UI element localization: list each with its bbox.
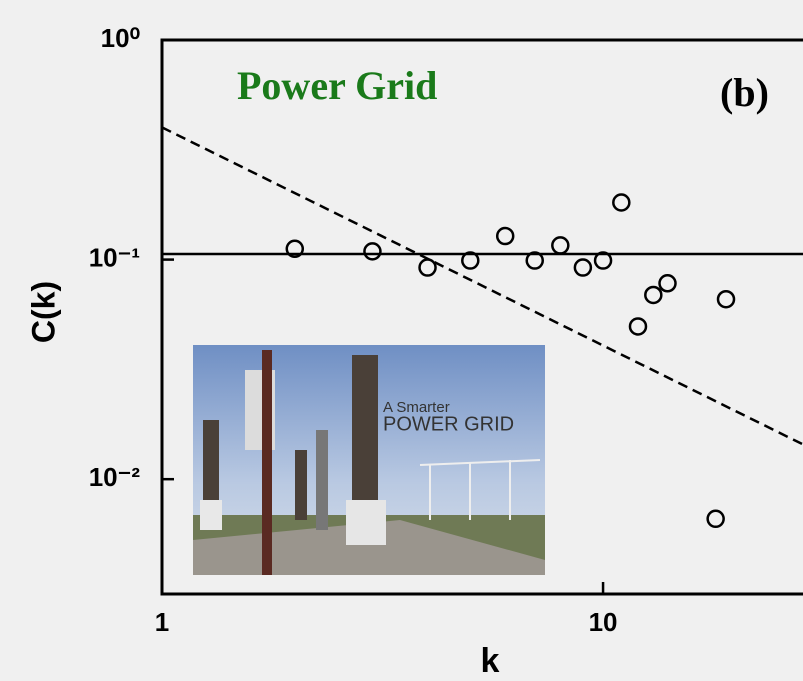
data-point [628, 317, 648, 336]
series-label: Power Grid [237, 63, 437, 108]
inset-photo: A Smarter POWER GRID [193, 345, 545, 575]
x-axis-label: k [481, 642, 500, 680]
photo-line [419, 459, 541, 466]
photo-insulator [316, 430, 328, 530]
photo-insulator-base [200, 500, 222, 530]
photo-pole [262, 350, 272, 575]
y-tick-label: 10⁻¹ [89, 242, 140, 272]
y-tick-label: 10⁻² [89, 462, 141, 492]
inset-title: A Smarter [383, 399, 450, 416]
data-point [706, 509, 725, 529]
photo-pavement [193, 520, 545, 575]
data-point [658, 274, 677, 293]
data-point [573, 258, 593, 277]
photo-insulator-base [346, 500, 386, 545]
data-point [612, 193, 631, 212]
data-point [285, 239, 305, 259]
data-point [525, 251, 544, 270]
panel-label: (b) [720, 70, 769, 115]
y-tick-label: 10⁰ [101, 23, 140, 53]
axis-frame [160, 38, 803, 596]
x-tick-label: 1 [155, 607, 169, 637]
data-point [461, 251, 480, 270]
data-point [716, 289, 736, 309]
data-point [551, 236, 570, 255]
inset-subtitle: POWER GRID [383, 413, 514, 435]
x-tick-label: 10 [589, 607, 618, 637]
data-point [593, 251, 613, 270]
y-axis-label: C(k) [25, 281, 61, 343]
data-point [418, 258, 437, 277]
data-point [644, 285, 663, 305]
data-point [495, 226, 515, 246]
fit-line [161, 126, 803, 446]
data-point [363, 242, 382, 261]
photo-insulator [352, 355, 378, 515]
photo-insulator [295, 450, 307, 520]
